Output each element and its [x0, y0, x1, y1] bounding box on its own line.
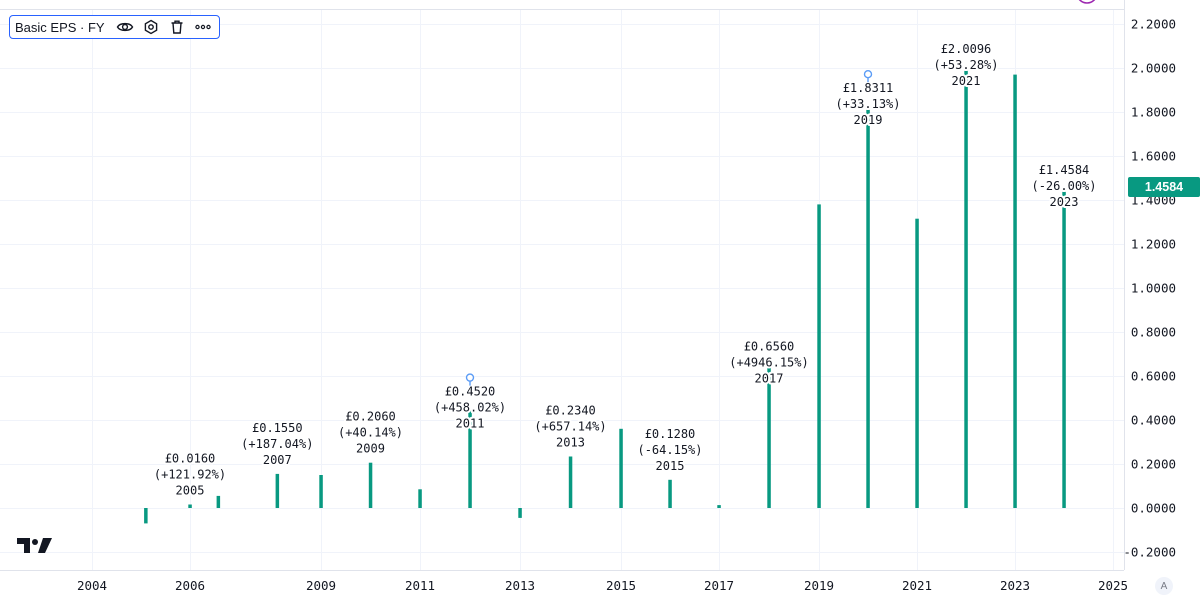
- annotation-change: (+657.14%): [534, 420, 606, 434]
- trash-icon[interactable]: [167, 17, 187, 37]
- x-tick-label: 2023: [1000, 578, 1030, 593]
- annotation-price: £0.1550: [252, 421, 303, 435]
- x-tick-label: 2013: [505, 578, 535, 593]
- x-tick-label: 2006: [175, 578, 205, 593]
- annotation-year: 2015: [656, 459, 685, 473]
- x-tick-label: 2009: [306, 578, 336, 593]
- x-tick-label: 2019: [804, 578, 834, 593]
- tradingview-logo[interactable]: [17, 538, 53, 559]
- bar: [144, 508, 148, 523]
- annotation-change: (+40.14%): [338, 426, 403, 440]
- annotation-change: (+458.02%): [434, 401, 506, 415]
- auto-scale-button[interactable]: A: [1155, 577, 1173, 595]
- bar: [619, 429, 623, 508]
- bar: [518, 508, 522, 518]
- x-tick-label: 2004: [77, 578, 107, 593]
- annotation-change: (+53.28%): [933, 58, 998, 72]
- y-tick-label: 2.0000: [1131, 61, 1176, 76]
- more-icon[interactable]: [193, 17, 213, 37]
- bar: [866, 105, 870, 508]
- bar: [369, 463, 373, 508]
- y-tick-label: 0.8000: [1131, 325, 1176, 340]
- current-value-label: 1.4584: [1128, 177, 1200, 197]
- annotation-price: £0.2060: [345, 410, 396, 424]
- annotation-year: 2011: [456, 417, 485, 431]
- y-tick-label: 0.2000: [1131, 457, 1176, 472]
- annotation-price: £1.4584: [1039, 163, 1090, 177]
- annotation-year: 2007: [263, 453, 292, 467]
- annotation-price: £0.4520: [445, 385, 496, 399]
- bar: [668, 480, 672, 508]
- annotation-year: 2005: [176, 484, 205, 498]
- bar: [964, 66, 968, 508]
- annotation-year: 2021: [952, 74, 981, 88]
- y-tick-label: 0.6000: [1131, 369, 1176, 384]
- annotation-year: 2009: [356, 442, 385, 456]
- chart-area[interactable]: £0.0160 (+121.92%) 2005 £0.1550 (+187.04%) 20…: [0, 0, 1200, 596]
- x-tick-label: 2017: [704, 578, 734, 593]
- y-tick-label: 1.2000: [1131, 237, 1176, 252]
- event-marker: [865, 71, 872, 78]
- bar: [276, 474, 280, 508]
- annotation-price: £0.6560: [744, 340, 795, 354]
- y-tick-label: 1.6000: [1131, 149, 1176, 164]
- bar: [188, 505, 192, 509]
- annotation-price: £1.8311: [843, 81, 894, 95]
- eye-icon[interactable]: [115, 17, 135, 37]
- alert-indicator: [1077, 0, 1097, 3]
- annotation-change: (-64.15%): [637, 443, 702, 457]
- annotation-change: (-26.00%): [1031, 179, 1096, 193]
- bar: [217, 496, 221, 508]
- bar: [817, 204, 821, 508]
- annotation-price: £0.2340: [545, 404, 596, 418]
- bar: [418, 489, 422, 508]
- y-tick-label: 0.0000: [1131, 501, 1176, 516]
- annotation-year: 2023: [1050, 195, 1079, 209]
- y-tick-label: 1.0000: [1131, 281, 1176, 296]
- annotation-year: 2017: [755, 372, 784, 386]
- bar: [1013, 75, 1017, 508]
- y-tick-label: -0.2000: [1123, 545, 1176, 560]
- annotation-price: £2.0096: [941, 42, 992, 56]
- x-tick-label: 2021: [902, 578, 932, 593]
- annotation-change: (+187.04%): [241, 437, 313, 451]
- annotation-year: 2013: [556, 436, 585, 450]
- bar: [1062, 187, 1066, 508]
- gear-icon[interactable]: [141, 17, 161, 37]
- y-tick-label: 2.2000: [1131, 17, 1176, 32]
- annotation-change: (+121.92%): [154, 468, 226, 482]
- annotation-price: £0.0160: [165, 452, 216, 466]
- annotation-change: (+33.13%): [835, 97, 900, 111]
- series-legend[interactable]: Basic EPS · FY: [9, 15, 220, 39]
- bar: [915, 219, 919, 508]
- x-tick-label: 2011: [405, 578, 435, 593]
- bar: [319, 475, 323, 508]
- annotation-year: 2019: [854, 113, 883, 127]
- y-tick-label: 0.4000: [1131, 413, 1176, 428]
- chart-svg: £0.0160 (+121.92%) 2005 £0.1550 (+187.04%) 20…: [0, 0, 1200, 596]
- x-tick-label: 2015: [606, 578, 636, 593]
- bar: [717, 505, 721, 508]
- annotation-change: (+4946.15%): [729, 356, 808, 370]
- series-title: Basic EPS · FY: [15, 20, 105, 35]
- x-tick-label: 2025: [1098, 578, 1128, 593]
- bar: [569, 457, 573, 509]
- annotation-price: £0.1280: [645, 427, 696, 441]
- event-marker: [467, 374, 474, 381]
- y-tick-label: 1.8000: [1131, 105, 1176, 120]
